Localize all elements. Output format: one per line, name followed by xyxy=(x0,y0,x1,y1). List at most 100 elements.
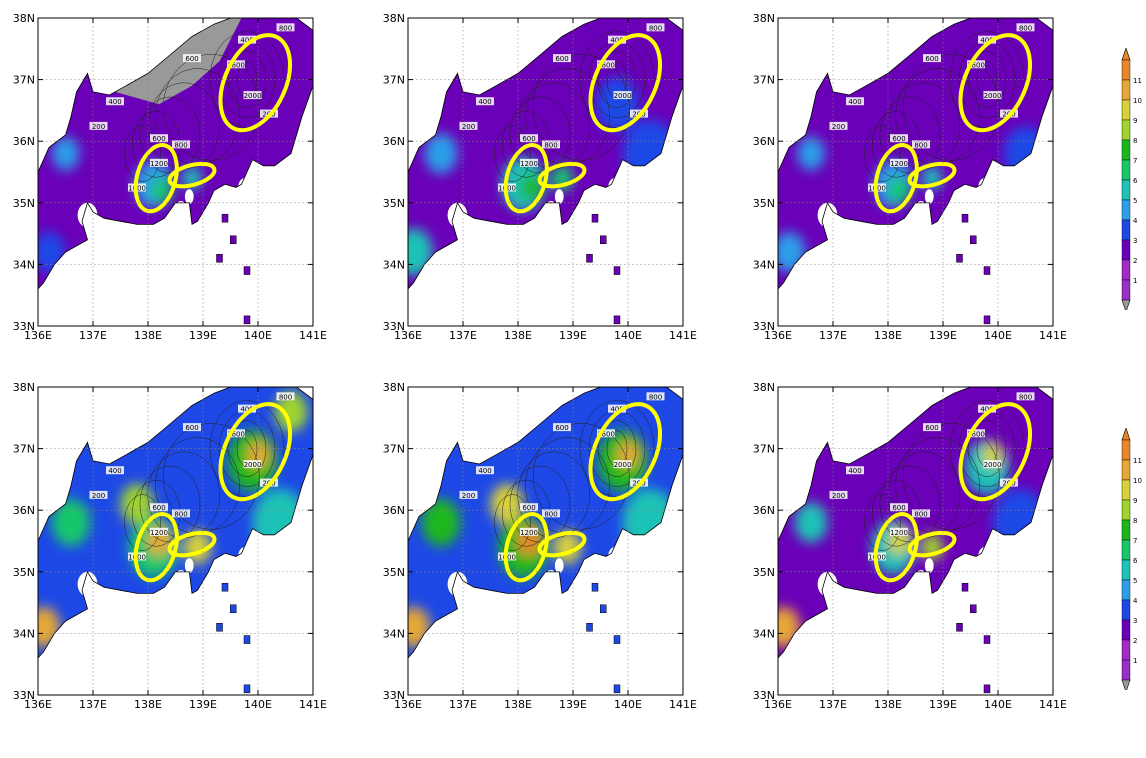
contour-label: 2000 xyxy=(984,92,1002,100)
contour-label: 400 xyxy=(108,98,121,106)
contour-label: 600 xyxy=(925,424,938,432)
lat-tick-label: 37N xyxy=(753,74,775,87)
colorbar-under-arrow xyxy=(1121,679,1131,693)
contour-label: 400 xyxy=(478,467,491,475)
highlight-ellipse xyxy=(503,512,549,583)
island xyxy=(230,235,237,245)
highlight-ellipse xyxy=(958,33,1032,133)
contour-label: 200 xyxy=(462,492,475,500)
contour-label: 1200 xyxy=(520,529,538,537)
contour-label: 600 xyxy=(925,55,938,63)
contour-line xyxy=(163,423,260,530)
contour-label: 800 xyxy=(914,141,927,149)
lat-tick-label: 33N xyxy=(753,320,775,333)
sea-bay xyxy=(554,558,564,574)
colorbar-label: 11 xyxy=(1133,457,1142,465)
map-panel-bottom-right: 200 400 600 800 1000 1200 1600 2000 200 400 600 800… xyxy=(740,377,1070,721)
lat-tick-label: 38N xyxy=(753,12,775,25)
highlight-ellipse xyxy=(218,33,292,133)
colorbar-label: 6 xyxy=(1133,557,1138,565)
island xyxy=(586,622,593,632)
contour-label: 400 xyxy=(108,467,121,475)
contour-line xyxy=(879,96,941,174)
highlight-ellipse xyxy=(218,402,292,502)
colorbar-label: 9 xyxy=(1133,117,1137,125)
contour-label: 400 xyxy=(610,406,623,414)
island xyxy=(983,266,991,275)
lat-tick-label: 37N xyxy=(753,443,775,456)
contour-label: 200 xyxy=(832,492,845,500)
contour-label: 800 xyxy=(279,24,292,32)
contour-label: 800 xyxy=(174,510,187,518)
lon-tick-label: 139E xyxy=(189,329,217,342)
colorbar-segment xyxy=(1121,59,1131,81)
colorbar-segment xyxy=(1121,439,1131,461)
lon-tick-label: 136E xyxy=(24,698,52,711)
lat-tick-label: 33N xyxy=(13,320,35,333)
contour-label: 200 xyxy=(832,123,845,131)
contour-line xyxy=(163,54,260,161)
colorbar-segment xyxy=(1121,459,1131,481)
lon-tick-label: 141E xyxy=(299,698,327,711)
colorbar-label: 11 xyxy=(1133,77,1142,85)
lon-tick-label: 138E xyxy=(134,329,162,342)
island xyxy=(230,604,237,614)
lat-tick-label: 37N xyxy=(13,443,35,456)
colorbar-label: 7 xyxy=(1133,537,1137,545)
colorbar-segment xyxy=(1121,619,1131,641)
lon-tick-label: 137E xyxy=(819,698,847,711)
contour-label: 400 xyxy=(848,467,861,475)
lon-tick-label: 136E xyxy=(394,698,422,711)
colorbar-over-arrow xyxy=(1121,47,1131,61)
contour-label: 1600 xyxy=(227,430,245,438)
contour-label: 600 xyxy=(185,55,198,63)
highlight-ellipse xyxy=(907,161,957,189)
lat-tick-label: 33N xyxy=(383,689,405,702)
contour-line xyxy=(124,494,161,551)
contour-label: 800 xyxy=(174,141,187,149)
plot-frame xyxy=(777,17,1054,327)
contour-label: 600 xyxy=(555,424,568,432)
field-blob xyxy=(51,136,80,171)
contour-line xyxy=(903,423,1000,530)
lat-tick-label: 34N xyxy=(753,627,775,640)
contour-line xyxy=(494,494,531,551)
contour-label: 1600 xyxy=(967,430,985,438)
contour-label: 2000 xyxy=(614,461,632,469)
lon-tick-label: 140E xyxy=(244,698,272,711)
sea-bay xyxy=(924,558,934,574)
colorbar-over-arrow xyxy=(1121,427,1131,441)
field-blob xyxy=(424,133,458,174)
island xyxy=(591,213,599,223)
colorbar-segment xyxy=(1121,99,1131,121)
contour-line xyxy=(879,465,941,543)
contour-label: 400 xyxy=(848,98,861,106)
contour-label: 2000 xyxy=(614,92,632,100)
contour-label: 600 xyxy=(522,504,535,512)
field-blob xyxy=(408,228,433,276)
highlight-ellipse xyxy=(907,530,957,558)
colorbar-bottom: 1 2 3 4 5 6 7 8 9 10 11 xyxy=(1118,427,1146,694)
highlight-ellipse xyxy=(133,512,179,583)
coastline xyxy=(407,17,684,291)
sea-bay xyxy=(554,189,564,205)
colorbar-segment xyxy=(1121,219,1131,241)
sea-bay xyxy=(924,189,934,205)
contour-label: 600 xyxy=(152,135,165,143)
contour-label: 400 xyxy=(478,98,491,106)
lat-tick-label: 36N xyxy=(13,135,35,148)
lat-tick-label: 36N xyxy=(753,504,775,517)
colorbar-segment xyxy=(1121,499,1131,521)
contour-line xyxy=(139,96,201,174)
lat-tick-label: 33N xyxy=(383,320,405,333)
lon-tick-label: 137E xyxy=(449,329,477,342)
highlight-ellipse xyxy=(133,143,179,214)
colorbar-label: 5 xyxy=(1133,197,1137,205)
lon-tick-label: 139E xyxy=(559,698,587,711)
colorbar-segment xyxy=(1121,639,1131,661)
highlight-ellipse xyxy=(503,143,549,214)
colorbar-segment xyxy=(1121,159,1131,181)
map-panel-bottom-center: 200 400 600 800 1000 1200 1600 2000 200 400 600 800… xyxy=(370,377,700,721)
lat-tick-label: 35N xyxy=(383,566,405,579)
lon-tick-label: 140E xyxy=(984,698,1012,711)
